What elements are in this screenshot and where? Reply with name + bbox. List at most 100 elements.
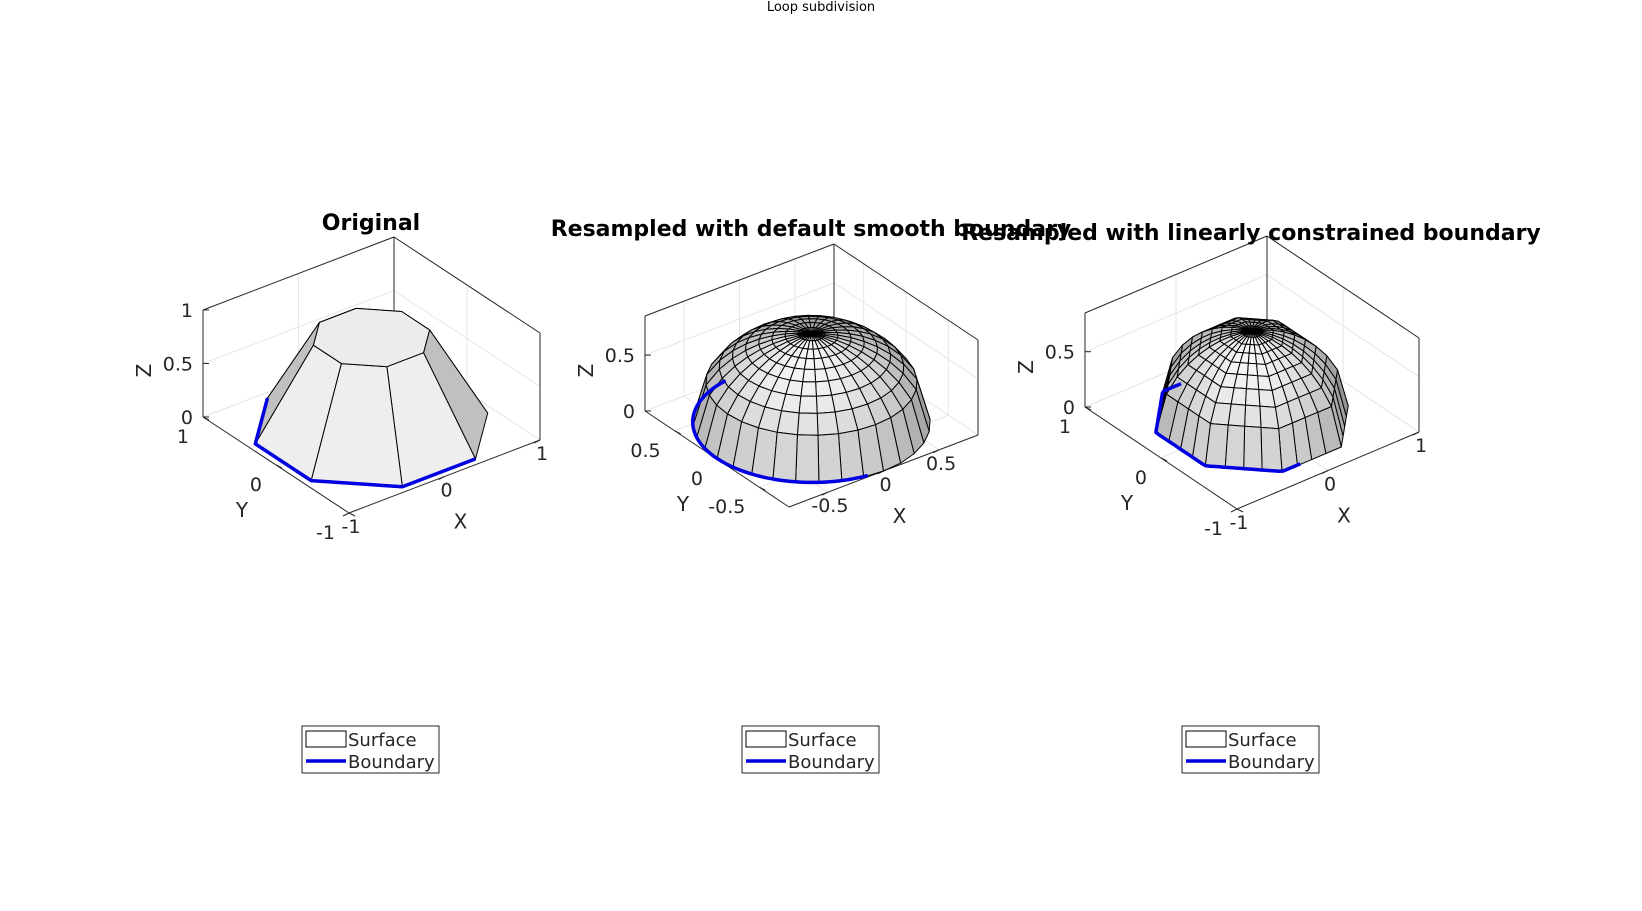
y-tick <box>759 486 766 491</box>
x-axis-label: X <box>1337 504 1351 528</box>
x-tick-label: -0.5 <box>811 495 848 517</box>
surface-face <box>1248 344 1256 355</box>
figure-title: Loop subdivision <box>766 0 876 15</box>
surface-face <box>816 411 839 436</box>
x-tick-label: -1 <box>1230 512 1249 534</box>
x-tick <box>1412 431 1420 436</box>
x-tick-label: 1 <box>536 443 548 465</box>
surface <box>692 314 931 484</box>
x-tick <box>1230 508 1238 513</box>
surface-face <box>1245 374 1260 390</box>
y-tick-label: -0.5 <box>708 496 745 518</box>
y-tick <box>1236 508 1244 513</box>
legend-boundary-label: Boundary <box>1228 752 1315 773</box>
x-tick <box>438 476 445 480</box>
x-tick <box>932 449 940 454</box>
y-axis-label: Y <box>676 492 690 516</box>
legend-boundary-label: Boundary <box>788 752 875 773</box>
surface-face <box>1227 403 1246 427</box>
x-tick-label: 1 <box>1415 435 1427 457</box>
x-tick-label: 0 <box>440 480 452 502</box>
y-tick-label: 0 <box>250 474 262 496</box>
z-axis-label: Z <box>574 364 598 378</box>
y-axis-label: Y <box>1120 491 1134 515</box>
z-tick-label: 0 <box>181 407 193 429</box>
axis-edge <box>1266 235 1420 339</box>
legend-boundary-label: Boundary <box>348 752 435 773</box>
x-axis-label: X <box>454 510 468 534</box>
legend-surface-label: Surface <box>1228 730 1297 751</box>
y-tick-label: 0 <box>691 468 703 490</box>
y-tick-label: 1 <box>177 426 189 448</box>
surface-face <box>1258 389 1276 408</box>
y-tick-label: -1 <box>316 522 335 544</box>
z-axis-label: Z <box>1014 360 1038 374</box>
legend-surface-swatch <box>305 730 347 748</box>
surface-face <box>312 307 431 368</box>
y-tick <box>674 430 681 435</box>
surface-face <box>1244 404 1262 428</box>
y-axis-label: Y <box>235 498 249 522</box>
surface-face <box>1249 336 1255 346</box>
surface-face <box>800 381 817 397</box>
x-tick <box>342 512 350 517</box>
surface-face <box>1259 405 1280 430</box>
z-axis-label: Z <box>132 364 156 378</box>
boundary-curve <box>1154 382 1302 474</box>
boundary-curve <box>690 379 869 485</box>
axis-edge <box>393 236 541 334</box>
y-tick <box>275 464 283 469</box>
x-tick-label: 0 <box>1324 474 1336 496</box>
tick-labels: -0.500.5-0.500.500.5 <box>605 345 956 518</box>
y-tick <box>348 512 356 517</box>
x-tick-label: -1 <box>342 516 361 538</box>
y-tick-label: 0 <box>1135 467 1147 489</box>
surface-face <box>1245 388 1261 407</box>
surface-face <box>803 358 816 370</box>
y-tick-label: 1 <box>1059 416 1071 438</box>
surface-face <box>796 412 819 436</box>
legend-surface-label: Surface <box>788 730 857 751</box>
x-tick-label: 0 <box>879 474 891 496</box>
axis-edge <box>202 236 395 311</box>
z-tick-label: 0 <box>1063 397 1075 419</box>
surface-face <box>1243 425 1263 472</box>
y-tick-label: 0.5 <box>630 440 660 462</box>
z-tick-label: 0.5 <box>605 345 635 367</box>
axis-edge <box>1084 235 1268 314</box>
surface-face <box>1247 352 1257 365</box>
surface-face <box>776 410 800 436</box>
surface-face <box>772 431 798 483</box>
subplot-title: Resampled with linearly constrained boun… <box>961 221 1541 246</box>
subplot-title: Original <box>322 211 420 236</box>
x-axis-label: X <box>893 504 907 528</box>
surface <box>1155 317 1349 473</box>
x-tick <box>533 439 541 444</box>
surface-face <box>817 433 843 484</box>
surface-face <box>798 395 818 414</box>
y-tick-label: -1 <box>1204 518 1223 540</box>
z-tick-label: 0 <box>623 401 635 423</box>
surface-face <box>805 348 815 360</box>
surface-face <box>1230 387 1247 406</box>
surface-face <box>1260 426 1283 473</box>
x-tick <box>1321 470 1329 474</box>
z-tick-label: 0.5 <box>1045 342 1075 364</box>
x-tick <box>821 491 829 496</box>
surface-face <box>795 434 820 484</box>
legend-surface-label: Surface <box>348 730 417 751</box>
surface <box>254 307 489 488</box>
surface-face <box>815 394 836 414</box>
axis-edge <box>833 243 979 341</box>
boundary-curve <box>253 397 477 489</box>
legend-surface-swatch <box>745 730 787 748</box>
surface-face <box>815 380 833 397</box>
